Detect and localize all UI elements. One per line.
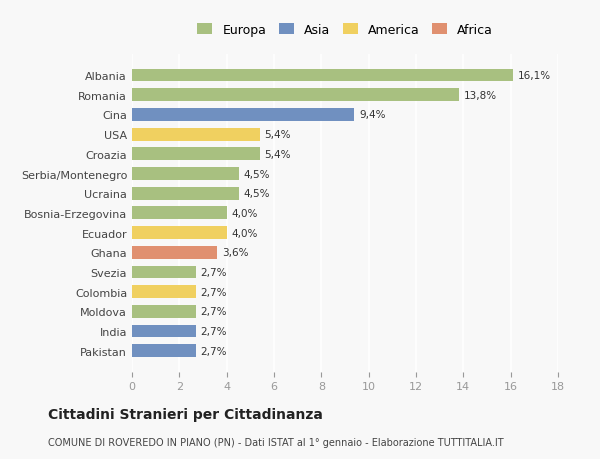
Bar	[132, 89, 458, 102]
Text: 9,4%: 9,4%	[359, 110, 386, 120]
Bar	[132, 168, 239, 180]
Text: COMUNE DI ROVEREDO IN PIANO (PN) - Dati ISTAT al 1° gennaio - Elaborazione TUTTI: COMUNE DI ROVEREDO IN PIANO (PN) - Dati …	[48, 437, 503, 447]
Text: 16,1%: 16,1%	[518, 71, 551, 81]
Bar	[132, 69, 513, 82]
Bar	[132, 207, 227, 220]
Bar	[132, 345, 196, 358]
Bar	[132, 148, 260, 161]
Bar	[132, 246, 217, 259]
Legend: Europa, Asia, America, Africa: Europa, Asia, America, Africa	[194, 20, 496, 40]
Bar	[132, 109, 355, 122]
Text: 5,4%: 5,4%	[265, 130, 291, 140]
Text: 4,0%: 4,0%	[232, 228, 258, 238]
Bar	[132, 187, 239, 200]
Bar	[132, 285, 196, 298]
Text: 2,7%: 2,7%	[200, 326, 227, 336]
Text: 13,8%: 13,8%	[463, 90, 496, 101]
Bar	[132, 129, 260, 141]
Bar	[132, 305, 196, 318]
Bar	[132, 227, 227, 240]
Text: 2,7%: 2,7%	[200, 346, 227, 356]
Text: 4,5%: 4,5%	[243, 169, 270, 179]
Text: 2,7%: 2,7%	[200, 307, 227, 317]
Text: 2,7%: 2,7%	[200, 268, 227, 277]
Text: Cittadini Stranieri per Cittadinanza: Cittadini Stranieri per Cittadinanza	[48, 407, 323, 421]
Text: 2,7%: 2,7%	[200, 287, 227, 297]
Bar	[132, 266, 196, 279]
Text: 4,5%: 4,5%	[243, 189, 270, 199]
Text: 4,0%: 4,0%	[232, 208, 258, 218]
Text: 5,4%: 5,4%	[265, 150, 291, 159]
Bar	[132, 325, 196, 338]
Text: 3,6%: 3,6%	[222, 248, 248, 258]
